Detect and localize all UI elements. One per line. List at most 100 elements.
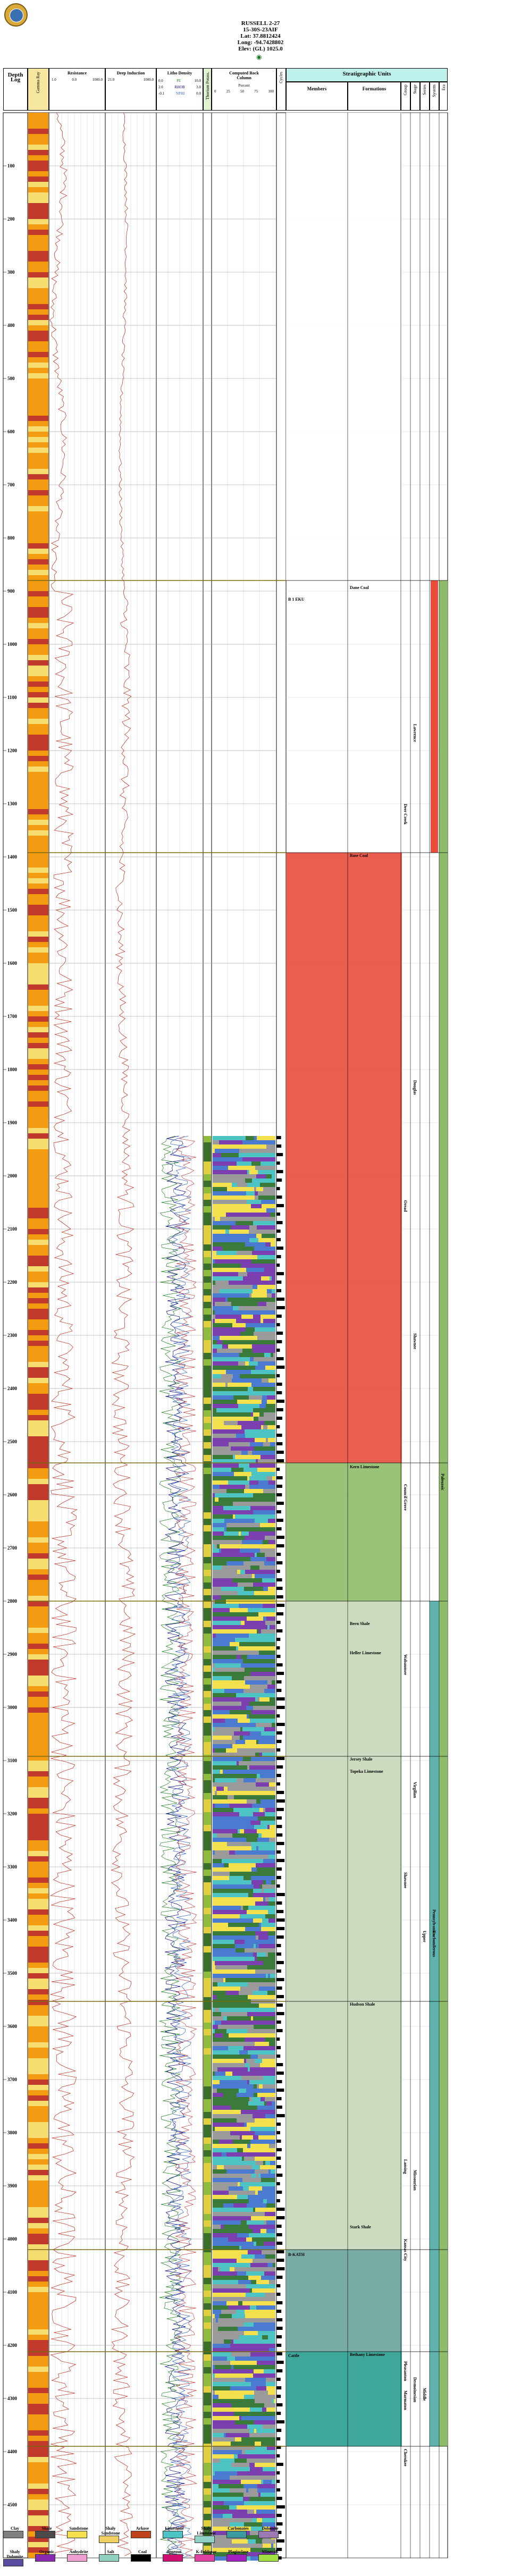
gamma-ray-band — [28, 1888, 48, 1893]
rock-segment — [245, 1170, 247, 1174]
gamma-ray-band — [28, 2138, 48, 2143]
rock-segment — [251, 1846, 256, 1850]
gamma-ray-band — [28, 554, 48, 559]
thorium-band — [204, 1793, 211, 1799]
rock-segment — [247, 2510, 254, 2514]
gamma-ray-band — [28, 426, 48, 432]
gamma-ray-band — [28, 1989, 48, 1994]
rock-segment — [266, 1174, 272, 1178]
rock-segment — [267, 1680, 272, 1685]
rock-segment — [250, 2055, 258, 2059]
rock-segment — [259, 2084, 263, 2089]
rock-segment — [226, 1935, 256, 1940]
legend-label: Clay — [11, 2526, 19, 2531]
rock-segment — [220, 2267, 230, 2271]
rock-segment — [237, 2195, 248, 2199]
rock-segment — [252, 2097, 260, 2101]
cycle-marker — [276, 1374, 280, 1377]
gamma-ray-band — [28, 1782, 48, 1787]
rock-segment — [215, 2390, 254, 2395]
rock-segment — [213, 1247, 222, 1251]
cycle-marker — [276, 2335, 282, 2338]
cycle-marker — [276, 1230, 281, 1233]
rock-segment — [263, 1617, 266, 1621]
rock-segment — [263, 2480, 272, 2484]
thorium-band — [204, 1774, 211, 1780]
rock-segment — [213, 1872, 230, 1876]
gamma-ray-band — [28, 1463, 48, 1468]
rock-segment — [262, 2518, 275, 2522]
depth-tick-label: 1700 — [7, 1014, 18, 1019]
legend-swatch — [258, 2531, 279, 2538]
rock-segment — [262, 1889, 264, 1893]
rock-segment — [235, 1944, 254, 1948]
rock-segment — [262, 1833, 275, 1838]
cycle-marker — [276, 1485, 283, 1488]
rock-segment — [253, 1991, 267, 1995]
rock-segment — [251, 2174, 256, 2178]
gamma-ray-band — [28, 1208, 48, 1213]
rock-segment — [213, 1697, 255, 1702]
gamma-ray-band — [28, 1484, 48, 1489]
rock-segment — [215, 2033, 223, 2038]
gamma-ray-band — [28, 2090, 48, 2095]
rock-segment — [226, 1748, 237, 1753]
thorium-band — [204, 2291, 211, 2297]
rock-segment — [272, 1276, 275, 1281]
rock-segment — [231, 2403, 251, 2407]
resistance-curve — [49, 112, 78, 2556]
legend-item: Igneous — [163, 2549, 190, 2566]
thorium-band — [204, 1729, 211, 1736]
rock-segment — [213, 1455, 233, 1459]
rock-segment — [215, 2072, 225, 2076]
rock-segment — [267, 1400, 275, 1404]
rock-segment — [251, 1259, 275, 1264]
rock-segment — [265, 1812, 271, 1816]
rock-segment — [265, 1897, 269, 1901]
gamma-ray-band — [28, 230, 48, 235]
rock-segment — [255, 2399, 267, 2403]
thorium-band — [204, 1219, 211, 1225]
well-elevation: Elev: (GL) 1025.0 — [238, 46, 283, 52]
cycle-marker — [276, 2191, 282, 2194]
rock-segment — [213, 2471, 215, 2476]
gamma-ray-band — [28, 1883, 48, 1888]
gamma-ray-band — [28, 958, 48, 963]
gamma-ray-band — [28, 1452, 48, 1458]
rock-segment — [268, 2335, 275, 2339]
thorium-band — [204, 1933, 211, 1940]
rock-segment — [251, 1757, 275, 1761]
rock-segment — [217, 1833, 232, 1838]
gamma-ray-band — [28, 442, 48, 448]
rock-segment — [215, 2008, 219, 2012]
rock-segment — [253, 1408, 261, 1412]
gamma-ray-band — [28, 1665, 48, 1670]
rock-segment — [213, 2407, 250, 2412]
rock-segment — [213, 1302, 215, 1306]
gamma-ray-band — [28, 2127, 48, 2133]
rock-segment — [237, 2259, 253, 2263]
rock-segment — [247, 1183, 260, 1187]
rock-segment — [229, 1850, 235, 1855]
gamma-ray-band — [28, 549, 48, 554]
rock-segment — [213, 1816, 256, 1821]
rock-segment — [252, 1574, 255, 1578]
cycle-marker — [276, 2395, 281, 2398]
cycle-marker — [276, 2131, 281, 2134]
gamma-ray-band — [28, 224, 48, 230]
cycle-marker — [276, 1697, 285, 1701]
rock-segment — [213, 2233, 237, 2237]
rock-segment — [254, 1884, 260, 1889]
rock-segment — [238, 2280, 251, 2284]
thorium-band — [204, 1748, 211, 1755]
gamma-ray-band — [28, 1133, 48, 1139]
thorium-band — [204, 2259, 211, 2265]
gamma-ray-band — [28, 1824, 48, 1830]
thorium-band — [204, 2450, 211, 2456]
cycle-marker — [276, 1476, 283, 1479]
gamma-ray-band — [28, 1075, 48, 1080]
rock-segment — [215, 2021, 221, 2025]
thorium-band — [204, 1882, 211, 1889]
well-log-tracks: 1002003004005006007008009001000110012001… — [3, 112, 448, 2561]
gamma-ray-band — [28, 1941, 48, 1947]
